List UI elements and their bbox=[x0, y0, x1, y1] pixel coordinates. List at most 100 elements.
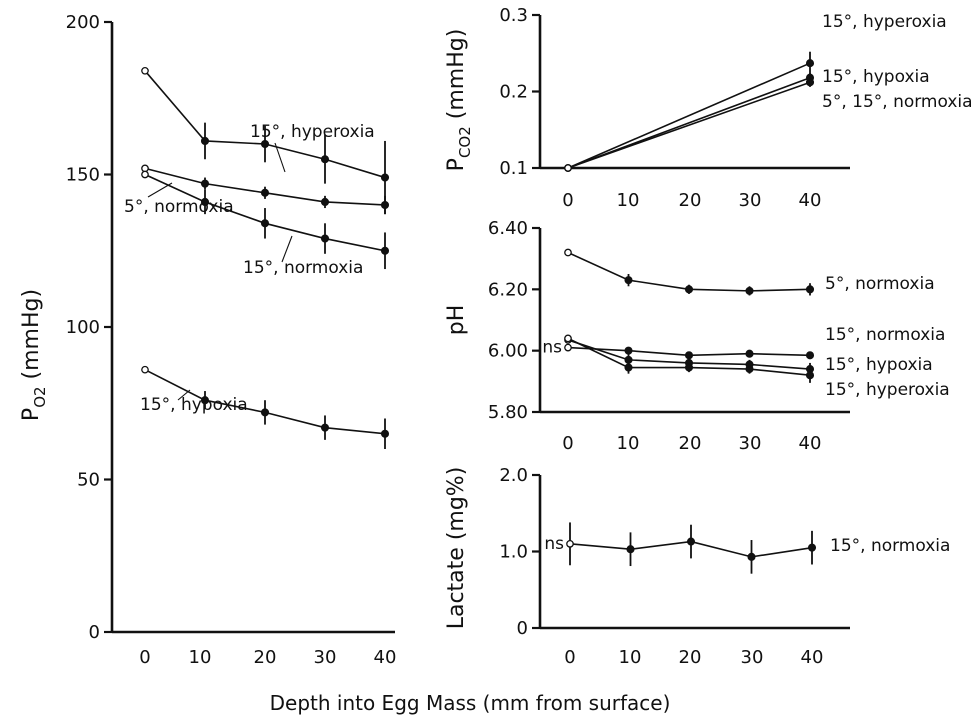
ph-x-tick-label: 30 bbox=[739, 433, 762, 454]
ph-data-point bbox=[564, 334, 572, 343]
po2-data-point bbox=[200, 197, 210, 207]
ph-series-label: 15°, normoxia bbox=[825, 325, 945, 345]
po2-series-label: 15°, normoxia bbox=[243, 258, 363, 278]
po2-data-point bbox=[320, 423, 330, 432]
lactate-x-tick-label: 40 bbox=[801, 647, 824, 668]
po2-data-point bbox=[320, 155, 330, 164]
ph-ns-annotation: ns bbox=[542, 338, 562, 358]
ph-series-label: 5°, normoxia bbox=[825, 274, 935, 294]
ph-y-tick-label: 5.80 bbox=[488, 402, 528, 423]
ph-y-tick-label: 6.40 bbox=[488, 218, 528, 239]
ph-data-point bbox=[805, 285, 815, 294]
ph-data-point bbox=[684, 363, 694, 372]
lactate-y-tick-label: 2.0 bbox=[499, 465, 528, 486]
ph-x-tick-label: 10 bbox=[617, 433, 640, 454]
po2-y-axis-label: PO2 (mmHg) bbox=[19, 289, 49, 421]
ph-x-tick-label: 40 bbox=[799, 433, 822, 454]
po2-data-point bbox=[200, 179, 210, 188]
po2-data-point bbox=[380, 173, 390, 182]
po2-data-point bbox=[200, 396, 210, 405]
pco2-series-label: 15°, hypoxia bbox=[822, 67, 930, 87]
lactate-series-label: 15°, normoxia bbox=[830, 536, 950, 556]
po2-data-point bbox=[380, 200, 390, 210]
po2-data-point bbox=[200, 136, 210, 146]
po2-x-tick-label: 0 bbox=[139, 647, 150, 668]
lactate-ns-annotation: ns bbox=[544, 534, 564, 554]
po2-label-leader bbox=[274, 142, 286, 173]
lactate-data-point bbox=[566, 539, 574, 548]
po2-y-tick-label: 100 bbox=[66, 317, 100, 338]
po2-x-tick-label: 40 bbox=[374, 647, 397, 668]
ph-data-point bbox=[684, 351, 694, 360]
po2-series-label: 15°, hypoxia bbox=[140, 395, 248, 415]
lactate-data-point bbox=[626, 545, 635, 554]
pco2-y-axis-label: PCO2 (mmHg) bbox=[444, 29, 474, 172]
lactate-data-point bbox=[686, 537, 696, 546]
ph-y-axis-label: pH bbox=[444, 305, 469, 336]
po2-data-point bbox=[141, 170, 149, 179]
po2-y-tick-label: 200 bbox=[66, 12, 100, 33]
pco2-y-tick-label: 0.3 bbox=[499, 5, 528, 26]
ph-data-point bbox=[805, 351, 815, 360]
po2-data-point bbox=[260, 219, 270, 228]
lactate-x-tick-label: 0 bbox=[564, 647, 575, 668]
lactate-y-tick-label: 1.0 bbox=[499, 542, 528, 563]
ph-x-tick-label: 0 bbox=[562, 433, 573, 454]
po2-data-point bbox=[380, 429, 390, 438]
po2-series-label: 15°, hyperoxia bbox=[250, 122, 375, 142]
ph-y-tick-label: 6.00 bbox=[488, 341, 528, 362]
po2-data-point bbox=[260, 408, 270, 417]
po2-y-tick-label: 0 bbox=[89, 622, 100, 643]
po2-label-leader bbox=[281, 235, 293, 263]
pco2-x-tick-label: 30 bbox=[739, 190, 762, 211]
pco2-series-line bbox=[567, 81, 811, 169]
ph-y-tick-label: 6.20 bbox=[488, 279, 528, 300]
pco2-y-tick-label: 0.1 bbox=[499, 158, 528, 179]
ph-data-point bbox=[624, 346, 633, 355]
po2-data-point bbox=[141, 365, 149, 374]
lactate-data-point bbox=[807, 543, 817, 552]
po2-data-point bbox=[141, 66, 149, 75]
lactate-data-point bbox=[747, 552, 756, 561]
ph-series-label: 15°, hyperoxia bbox=[825, 380, 950, 400]
lactate-y-tick-label: 0 bbox=[517, 618, 528, 639]
ph-data-point bbox=[684, 285, 694, 294]
pco2-data-point bbox=[805, 59, 815, 68]
po2-data-point bbox=[260, 139, 270, 149]
lactate-x-tick-label: 30 bbox=[741, 647, 764, 668]
pco2-series-label: 5°, 15°, normoxia bbox=[822, 92, 973, 112]
pco2-x-tick-label: 10 bbox=[617, 190, 640, 211]
lactate-y-axis-label: Lactate (mg%) bbox=[444, 467, 469, 630]
ph-data-point bbox=[564, 248, 572, 257]
ph-series-label: 15°, hypoxia bbox=[825, 355, 933, 375]
po2-label-leader bbox=[177, 389, 191, 401]
lactate-x-tick-label: 10 bbox=[619, 647, 642, 668]
po2-x-tick-label: 20 bbox=[254, 647, 277, 668]
po2-data-point bbox=[320, 234, 330, 243]
po2-x-tick-label: 30 bbox=[314, 647, 337, 668]
po2-y-tick-label: 150 bbox=[66, 165, 100, 186]
po2-data-point bbox=[320, 197, 330, 207]
ph-data-point bbox=[624, 363, 633, 372]
po2-data-point bbox=[380, 246, 390, 255]
pco2-x-tick-label: 20 bbox=[679, 190, 702, 211]
pco2-y-tick-label: 0.2 bbox=[499, 82, 528, 103]
pco2-data-point bbox=[564, 164, 572, 172]
ph-x-tick-label: 20 bbox=[679, 433, 702, 454]
ph-data-point bbox=[564, 343, 572, 352]
lactate-x-tick-label: 20 bbox=[679, 647, 702, 668]
ph-data-point bbox=[805, 371, 815, 380]
ph-data-point bbox=[624, 276, 633, 285]
pco2-data-point bbox=[805, 78, 815, 87]
po2-y-tick-label: 50 bbox=[77, 470, 100, 491]
ph-data-point bbox=[745, 349, 754, 358]
shared-x-axis-label: Depth into Egg Mass (mm from surface) bbox=[270, 691, 671, 715]
po2-data-point bbox=[141, 164, 149, 173]
pco2-series-label: 15°, hyperoxia bbox=[822, 12, 947, 32]
pco2-x-tick-label: 40 bbox=[799, 190, 822, 211]
pco2-x-tick-label: 0 bbox=[562, 190, 573, 211]
pco2-series-line bbox=[567, 62, 811, 169]
po2-x-tick-label: 10 bbox=[189, 647, 212, 668]
ph-data-point bbox=[745, 286, 754, 295]
